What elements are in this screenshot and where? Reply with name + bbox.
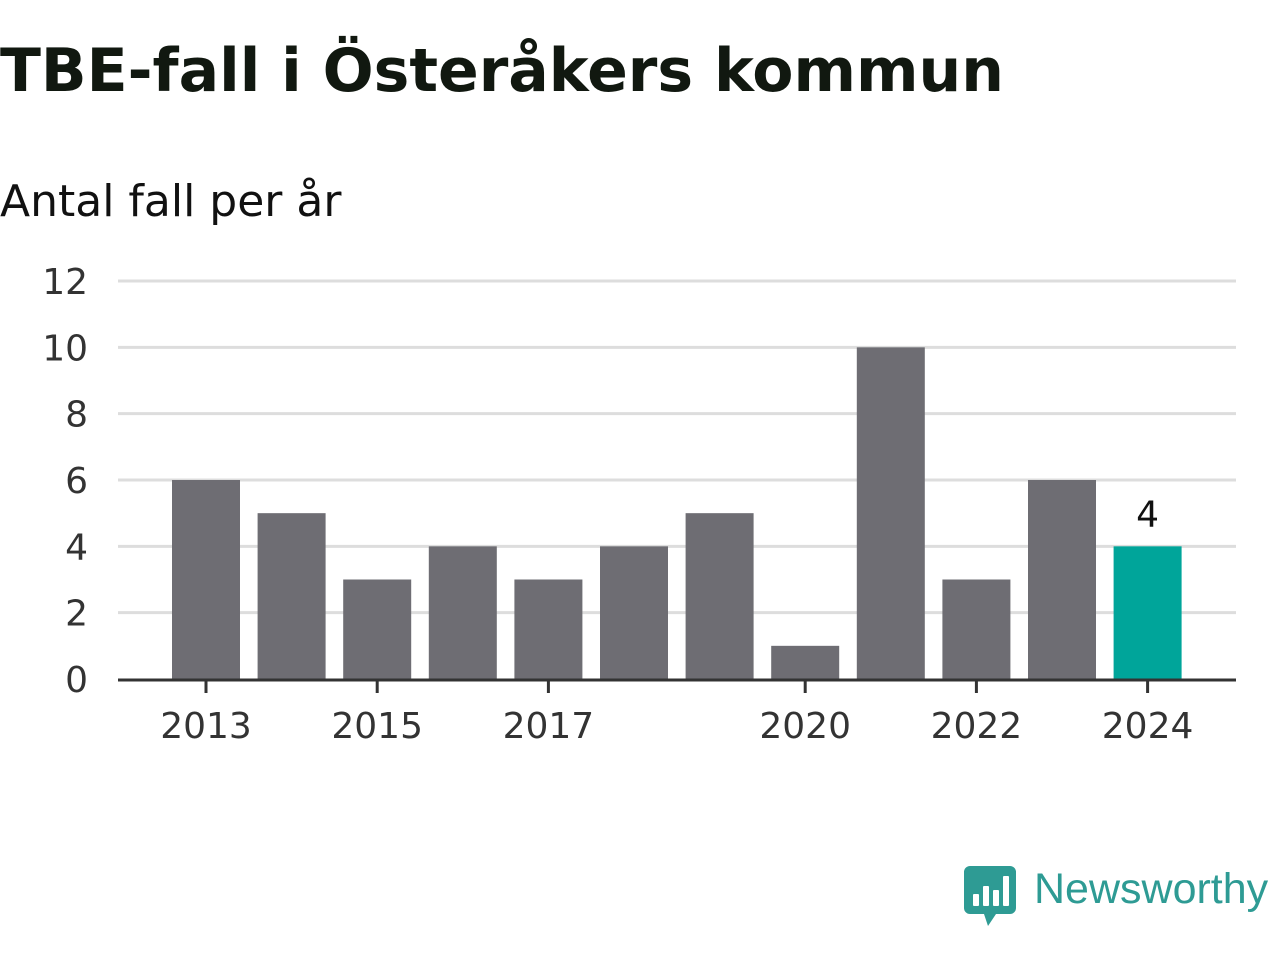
bar-2017 (514, 579, 583, 679)
bar-2019 (685, 513, 754, 679)
data-label-2024: 4 (1136, 494, 1159, 535)
bar-2022 (942, 579, 1011, 679)
bar-2014 (257, 513, 326, 679)
bar-2024 (1113, 546, 1182, 679)
bars (172, 347, 1182, 679)
y-tick-label: 8 (65, 395, 88, 436)
x-tick-label: 2020 (759, 706, 851, 747)
newsworthy-logo: Newsworthy (964, 864, 1280, 928)
y-axis-ticks: 0 2 4 6 8 10 12 (42, 262, 88, 701)
bar-2020 (771, 645, 840, 679)
y-tick-label: 12 (42, 262, 88, 303)
y-tick-label: 2 (65, 594, 88, 635)
y-tick-label: 10 (42, 328, 88, 369)
x-tick-label: 2013 (160, 706, 252, 747)
x-tick-label: 2015 (331, 706, 423, 747)
y-tick-label: 6 (65, 461, 88, 502)
chart-subtitle: Antal fall per år (0, 176, 342, 227)
bar-2018 (600, 546, 668, 679)
bar-2015 (343, 579, 412, 679)
x-axis: 2013 2015 2017 2020 2022 2024 (118, 678, 1236, 747)
x-tick-label: 2022 (931, 706, 1023, 747)
brand-name: Newsworthy (1034, 865, 1269, 913)
chart-title: TBE-fall i Österåkers kommun (0, 36, 1004, 106)
bar-2016 (428, 546, 497, 679)
y-tick-label: 0 (65, 660, 88, 701)
x-tick-label: 2024 (1102, 706, 1194, 747)
bar-2023 (1028, 480, 1096, 679)
x-tick-label: 2017 (503, 706, 595, 747)
bar-chart-speech-bubble-icon (964, 866, 1016, 926)
data-labels: 4 (1136, 494, 1159, 535)
y-tick-label: 4 (65, 527, 88, 568)
bar-2013 (172, 480, 240, 679)
bar-2021 (856, 347, 925, 679)
